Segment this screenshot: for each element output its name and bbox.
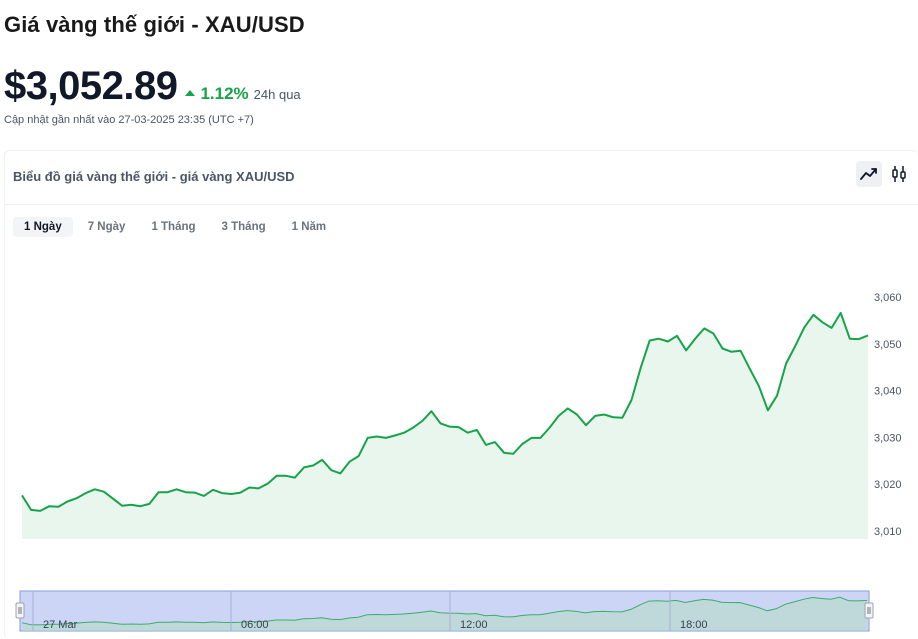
price-change: 1.12% 24h qua [185,84,301,104]
tab-1-month[interactable]: 1 Tháng [151,221,196,233]
tab-3-months[interactable]: 3 Tháng [221,221,266,233]
chart-card: Biểu đồ giá vàng thế giới - giá vàng XAU… [4,150,918,639]
price-line [21,311,869,512]
navigator-time-label: 06:00 [241,619,269,631]
line-chart-button[interactable] [856,161,882,187]
y-tick-label: 3,020 [874,479,902,491]
time-range-tabs: 1 Ngày 7 Ngày 1 Tháng 3 Tháng 1 Năm [13,217,337,237]
y-tick-label: 3,040 [874,386,902,398]
last-updated: Cập nhật gần nhất vào 27-03-2025 23:35 (… [4,114,254,126]
line-chart-icon [860,168,877,180]
page-title: Giá vàng thế giới - XAU/USD [4,12,305,37]
tab-7-days[interactable]: 7 Ngày [87,221,126,233]
price-row: $3,052.89 1.12% 24h qua [4,64,301,109]
navigator-right-handle[interactable] [864,602,874,619]
chart-card-header: Biểu đồ giá vàng thế giới - giá vàng XAU… [5,151,918,205]
navigator-time-label: 27 Mar [43,619,78,631]
y-tick-label: 3,060 [874,292,902,304]
candlestick-button[interactable] [886,161,912,187]
chart-type-toggle [856,161,912,187]
arrow-up-icon [185,90,196,96]
handle-grip[interactable] [15,602,25,619]
tab-1-year[interactable]: 1 Năm [291,221,327,233]
candlestick-icon [892,166,906,182]
change-period: 24h qua [253,87,301,102]
y-tick-label: 3,010 [874,526,902,538]
navigator-time-label: 18:00 [680,619,708,631]
navigator-left-handle[interactable] [15,602,25,619]
change-percent: 1.12% [200,84,249,103]
tab-1-day[interactable]: 1 Ngày [13,217,73,237]
y-tick-label: 3,050 [874,339,902,351]
current-price: $3,052.89 [4,64,178,108]
handle-grip[interactable] [864,602,874,619]
y-axis: 3,010 3,020 3,030 3,040 3,050 3,060 [874,292,902,538]
navigator-time-label: 12:00 [460,619,488,631]
range-navigator[interactable]: 27 Mar 06:00 12:00 18:00 [15,590,874,632]
y-tick-label: 3,030 [874,432,902,444]
main-plot [21,311,869,539]
navigator-line [21,596,868,626]
chart-card-title: Biểu đồ giá vàng thế giới - giá vàng XAU… [13,169,295,184]
